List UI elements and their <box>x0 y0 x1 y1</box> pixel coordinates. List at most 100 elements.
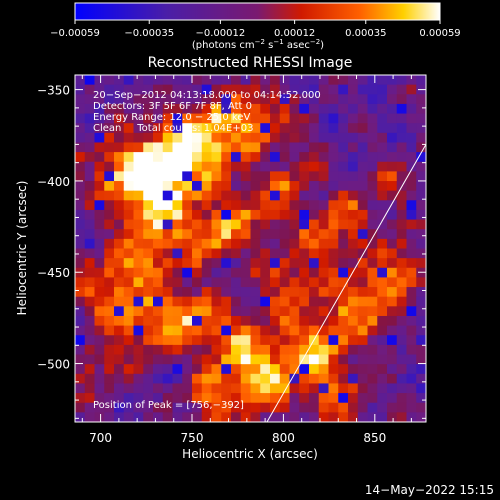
heatmap-cell <box>143 238 154 250</box>
heatmap-cell <box>357 267 369 279</box>
heatmap-cell <box>289 171 300 182</box>
heatmap-cell <box>162 84 174 95</box>
heatmap-cell <box>279 383 291 394</box>
heatmap-cell <box>240 94 252 105</box>
heatmap-cell <box>309 315 320 327</box>
heatmap-cell <box>396 344 408 356</box>
heatmap-cell <box>416 171 426 182</box>
heatmap-cell <box>221 229 232 240</box>
heatmap-cell <box>328 287 339 298</box>
heatmap-cell <box>192 364 203 375</box>
heatmap-cell <box>75 412 86 422</box>
heatmap-cell <box>94 75 105 86</box>
heatmap-cell <box>338 306 349 317</box>
heatmap-cell <box>192 219 203 230</box>
heatmap-cell <box>201 364 213 375</box>
heatmap-cell <box>279 258 291 269</box>
heatmap-cell <box>250 277 261 288</box>
heatmap-cell <box>201 412 213 422</box>
heatmap-cell <box>94 325 105 336</box>
heatmap-cell <box>416 344 426 356</box>
heatmap-cell <box>123 335 135 346</box>
colorbar-ticks: −0.00059 −0.00035 −0.00012 0.00012 0.00035 0.… <box>50 20 461 39</box>
heatmap-cell <box>299 190 310 201</box>
heatmap-cell <box>260 393 271 404</box>
heatmap-cell <box>182 152 193 163</box>
heatmap-cell <box>143 277 154 288</box>
heatmap-cell <box>75 161 86 172</box>
heatmap-cell <box>192 161 203 172</box>
heatmap-cell <box>250 229 261 240</box>
heatmap-cell <box>114 335 125 346</box>
heatmap-cell <box>75 171 86 182</box>
heatmap-cell <box>367 315 378 327</box>
heatmap-cell <box>114 219 125 230</box>
heatmap-cell <box>406 306 417 317</box>
heatmap-cell <box>270 412 281 422</box>
heatmap-cell <box>279 412 291 422</box>
heatmap-cell <box>231 132 242 144</box>
heatmap-cell <box>328 132 339 144</box>
heatmap-cell <box>279 335 291 346</box>
heatmap-cell <box>270 94 281 105</box>
heatmap-cell <box>299 113 310 124</box>
heatmap-cell <box>123 277 135 288</box>
heatmap-cell <box>270 123 281 134</box>
heatmap-cell <box>192 229 203 240</box>
heatmap-cell <box>338 142 349 153</box>
heatmap-cell <box>318 258 330 269</box>
heatmap-cell <box>406 229 417 240</box>
heatmap-cell <box>318 103 330 115</box>
heatmap-cell <box>260 258 271 269</box>
heatmap-cell <box>240 113 252 124</box>
heatmap-cell <box>192 248 203 259</box>
heatmap-cell <box>162 315 174 327</box>
heatmap-cell <box>201 123 213 134</box>
heatmap-cell <box>172 258 183 269</box>
heatmap-cell <box>201 267 213 279</box>
heatmap-cell <box>211 171 222 182</box>
heatmap-cell <box>221 190 232 201</box>
heatmap-cell <box>338 364 349 375</box>
heatmap-cell <box>357 325 369 336</box>
heatmap-cell <box>172 229 183 240</box>
heatmap-cell <box>377 200 388 211</box>
heatmap-cell <box>357 229 369 240</box>
heatmap-cell <box>416 152 426 163</box>
heatmap-cell <box>250 132 261 144</box>
heatmap-cell <box>104 229 115 240</box>
heatmap-cell <box>367 209 378 221</box>
heatmap-cell <box>250 335 261 346</box>
heatmap-cell <box>231 412 242 422</box>
heatmap-cell <box>279 248 291 259</box>
heatmap-cell <box>94 209 105 221</box>
heatmap-cell <box>240 315 252 327</box>
heatmap-cell <box>250 296 261 307</box>
heatmap-cell <box>338 393 349 404</box>
heatmap-cell <box>94 94 105 105</box>
heatmap-cell <box>143 113 154 124</box>
footer-timestamp: 14−May−2022 15:15 <box>365 483 494 497</box>
heatmap-cell <box>338 161 349 172</box>
heatmap-cell <box>201 152 213 163</box>
heatmap-cell <box>123 248 135 259</box>
heatmap-cell <box>270 209 281 221</box>
heatmap-cell <box>201 209 213 221</box>
heatmap-cell <box>270 258 281 269</box>
heatmap-cell <box>162 277 174 288</box>
heatmap-cell <box>104 84 115 95</box>
heatmap-cell <box>153 238 164 250</box>
heatmap-cell <box>172 364 183 375</box>
heatmap-cell <box>279 344 291 356</box>
heatmap-cell <box>260 123 271 134</box>
heatmap-cell <box>250 393 261 404</box>
heatmap-cell <box>309 142 320 153</box>
heatmap-cell <box>260 209 271 221</box>
heatmap-cell <box>270 383 281 394</box>
heatmap-cell <box>270 103 281 115</box>
heatmap-cell <box>104 181 115 192</box>
heatmap-cell <box>114 238 125 250</box>
plot-frame <box>74 74 427 423</box>
heatmap-cell <box>240 258 252 269</box>
heatmap-cell <box>318 142 330 153</box>
